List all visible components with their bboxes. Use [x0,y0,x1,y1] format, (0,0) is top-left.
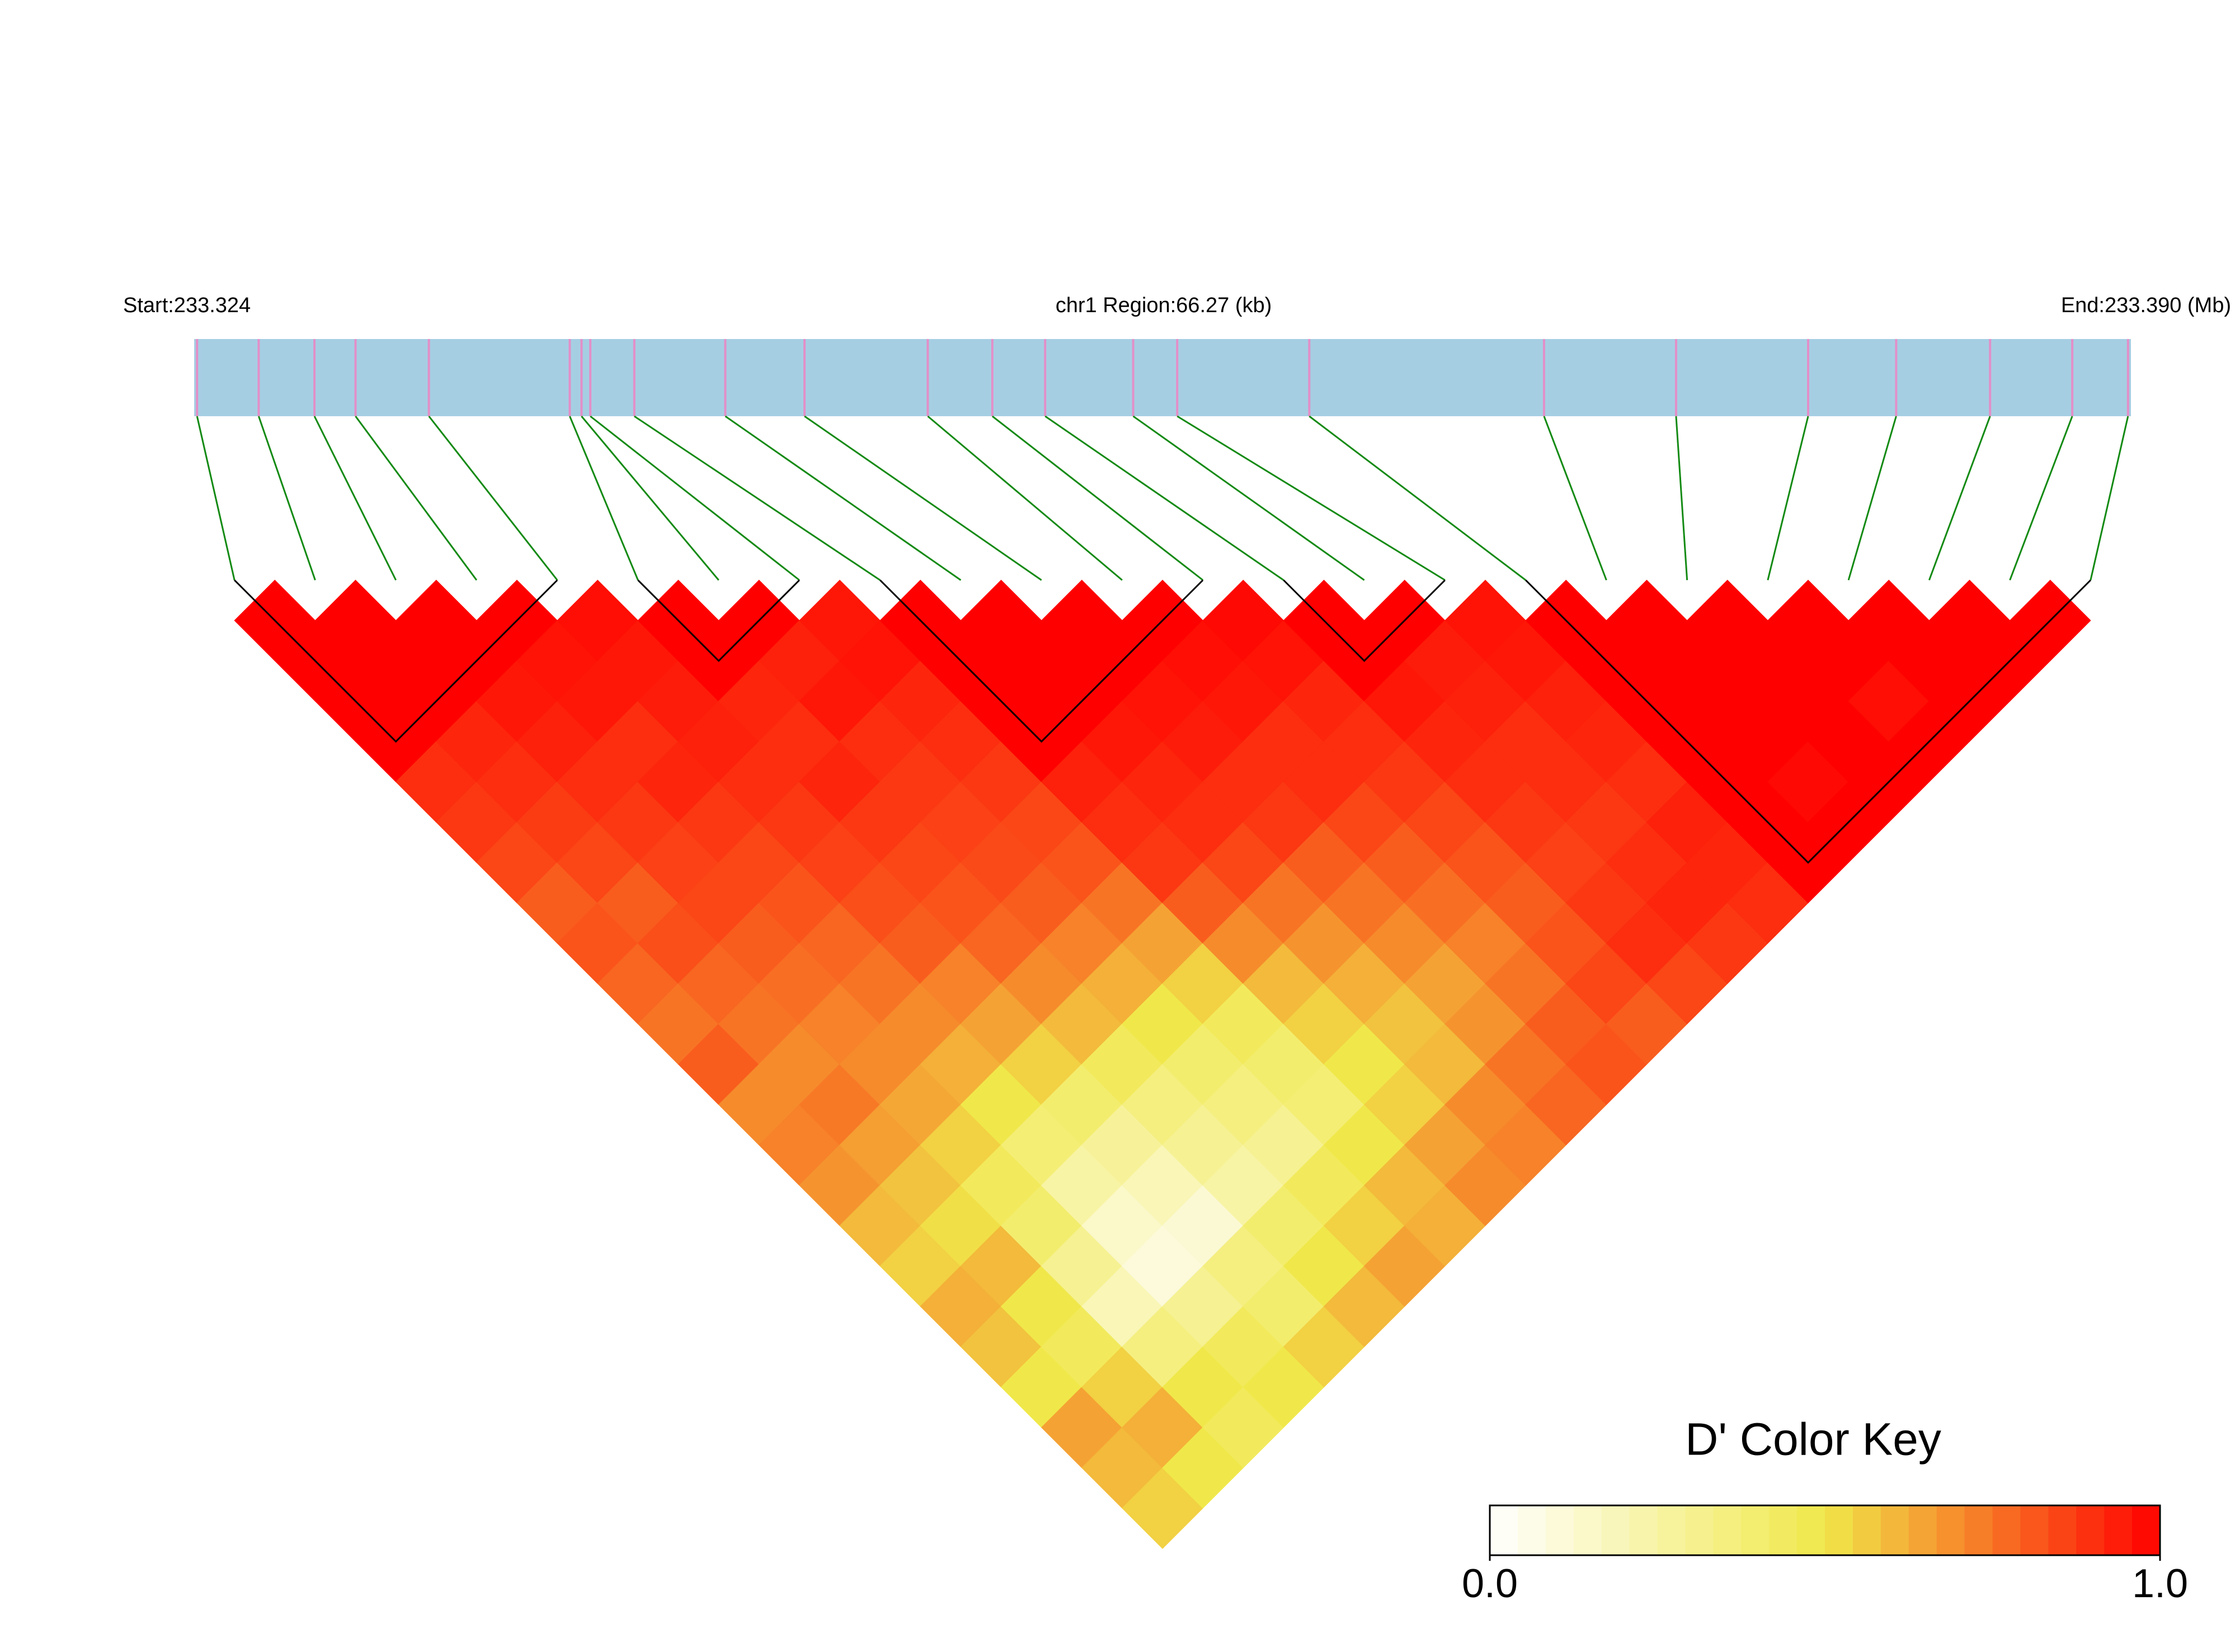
color-key-frame [1489,1504,2161,1556]
color-key-band [1992,1505,2021,1555]
color-key-band [1964,1505,1993,1555]
color-key-band [1880,1505,1909,1555]
color-key-tick-label: 0.0 [1462,1561,1518,1606]
color-key-band [2132,1505,2161,1555]
snp-link [590,415,800,581]
snp-link [2090,416,2129,581]
snp-link [991,415,1204,581]
color-key-band [2048,1505,2077,1555]
color-key-tick-label: 1.0 [2132,1561,2188,1606]
snp-link [1132,415,1365,581]
ld-block [1283,579,1446,662]
color-key-band [1657,1505,1686,1555]
snp-link [257,416,316,581]
snp-link [1044,415,1284,581]
color-key-band [1629,1505,1658,1555]
snp-link [1309,415,1527,581]
snp-link [804,415,1042,581]
snp-link [196,416,236,581]
snp-link [1928,416,1991,581]
color-key-band [1517,1505,1546,1555]
snp-link [927,415,1123,581]
snp-link [569,416,639,581]
color-key-band [1490,1505,1518,1555]
color-key-band [1908,1505,1937,1555]
ld-block [637,579,800,662]
color-key-band [1825,1505,1853,1555]
color-key-band [2076,1505,2105,1555]
color-key-band [1685,1505,1714,1555]
ld-block [1525,579,2091,864]
snp-link [1675,416,1688,581]
ld-block [234,579,558,743]
color-key-band [1573,1505,1602,1555]
snp-link [633,415,881,581]
color-key-band [1741,1505,1770,1555]
color-key-band [1797,1505,1825,1555]
color-key-band [1936,1505,1965,1555]
snp-link [313,416,397,581]
snp-link [428,416,558,581]
snp-link [724,415,962,581]
color-key-band [1769,1505,1798,1555]
region-label: chr1 Region:66.27 (kb) [1056,294,1272,317]
color-key-band [1601,1505,1630,1555]
snp-link [1543,416,1607,581]
ld-block [879,579,1204,743]
snp-link [1767,416,1809,581]
end-label: End:233.390 (Mb) [2061,294,2231,317]
color-key-band [1852,1505,1881,1555]
color-key-band [1713,1505,1742,1555]
start-label: Start:233.324 [123,294,251,317]
snp-link [1847,416,1897,581]
snp-link [2009,416,2073,581]
snp-bar [194,339,2131,416]
snp-link [1177,415,1446,581]
color-key-band [2020,1505,2049,1555]
color-key-title: D' Color Key [1685,1414,1941,1465]
color-key-band [2104,1505,2133,1555]
snp-link [355,416,478,581]
snp-link [581,416,719,581]
color-key-band [1545,1505,1574,1555]
